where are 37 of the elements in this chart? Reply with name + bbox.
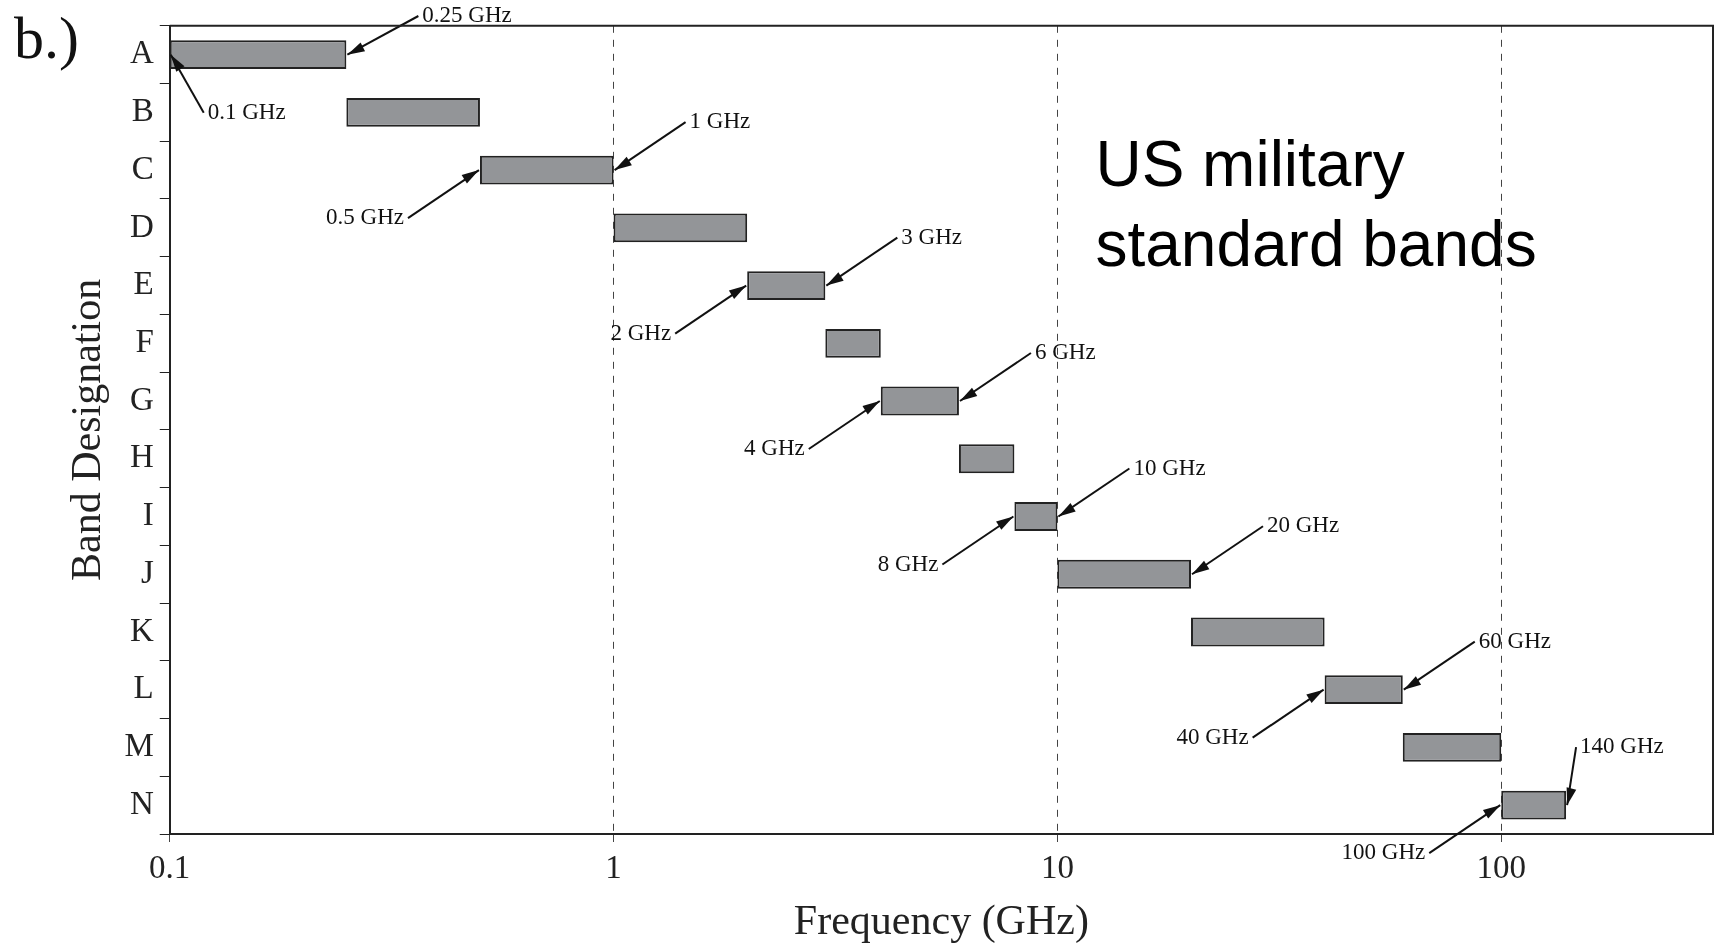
y-tick-label: E bbox=[133, 265, 154, 302]
y-tick-label: G bbox=[129, 380, 154, 417]
annotation: 60 GHz bbox=[1478, 627, 1551, 653]
annotation: 0.1 GHz bbox=[207, 98, 286, 124]
y-tick-label: B bbox=[131, 92, 154, 129]
x-axis-title: Frequency (GHz) bbox=[793, 896, 1089, 944]
y-tick-label: L bbox=[133, 669, 154, 706]
y-tick-label: F bbox=[135, 322, 154, 359]
annotation: 3 GHz bbox=[901, 223, 963, 249]
annotation: 10 GHz bbox=[1133, 454, 1206, 480]
y-axis-title: Band Designation bbox=[63, 278, 110, 581]
x-tick-label: 1 bbox=[605, 849, 622, 886]
y-tick-label: J bbox=[140, 553, 154, 590]
annotation: 0.25 GHz bbox=[422, 2, 512, 28]
y-tick-label: C bbox=[131, 149, 154, 186]
y-tick-label: K bbox=[129, 611, 154, 648]
annotation: 0.5 GHz bbox=[326, 204, 404, 230]
x-tick-label: 0.1 bbox=[149, 849, 191, 886]
chart-title: b.) bbox=[14, 5, 79, 71]
annotation: 6 GHz bbox=[1034, 339, 1096, 365]
annotation: US military standard bands bbox=[1095, 127, 1537, 280]
y-tick-label: I bbox=[142, 496, 154, 533]
annotation: 2 GHz bbox=[610, 319, 672, 345]
annotation: 140 GHz bbox=[1580, 733, 1664, 759]
annotation: 40 GHz bbox=[1176, 723, 1249, 749]
annotation: 1 GHz bbox=[689, 108, 751, 134]
y-tick-label: N bbox=[129, 784, 154, 821]
x-tick-label: 10 bbox=[1040, 849, 1074, 886]
y-tick-label: A bbox=[129, 34, 154, 71]
annotation: 20 GHz bbox=[1267, 512, 1340, 538]
annotation: 100 GHz bbox=[1341, 839, 1426, 865]
y-tick-label: D bbox=[129, 207, 154, 244]
y-tick-label: M bbox=[124, 727, 154, 764]
annotation: 4 GHz bbox=[744, 435, 805, 461]
y-tick-label: H bbox=[129, 438, 154, 475]
x-tick-label: 100 bbox=[1476, 849, 1526, 886]
annotation: 8 GHz bbox=[877, 550, 939, 576]
